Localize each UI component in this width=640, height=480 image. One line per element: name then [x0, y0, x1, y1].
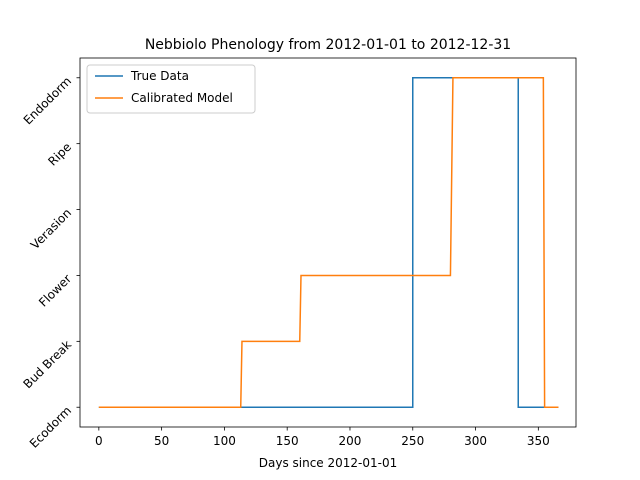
x-axis: 0 50 100 150 200 250 300 350	[95, 427, 550, 448]
x-tick-label: 150	[276, 434, 299, 448]
legend-label-1: Calibrated Model	[131, 91, 233, 105]
plot-area-frame	[79, 57, 577, 428]
x-tick-label: 300	[464, 434, 487, 448]
series-layer	[98, 77, 559, 408]
legend: True Data Calibrated Model	[86, 64, 256, 114]
legend-label-0: True Data	[130, 69, 189, 83]
series-line-1	[98, 77, 559, 408]
x-tick-label: 100	[213, 434, 236, 448]
x-tick-label: 50	[154, 434, 169, 448]
x-tick-label: 350	[527, 434, 550, 448]
x-tick-label: 0	[95, 434, 103, 448]
x-tick-label: 250	[401, 434, 424, 448]
x-tick-label: 200	[339, 434, 362, 448]
chart-title: Nebbiolo Phenology from 2012-01-01 to 20…	[145, 37, 511, 53]
legend-box	[86, 64, 256, 114]
x-axis-title: Days since 2012-01-01	[259, 456, 398, 470]
